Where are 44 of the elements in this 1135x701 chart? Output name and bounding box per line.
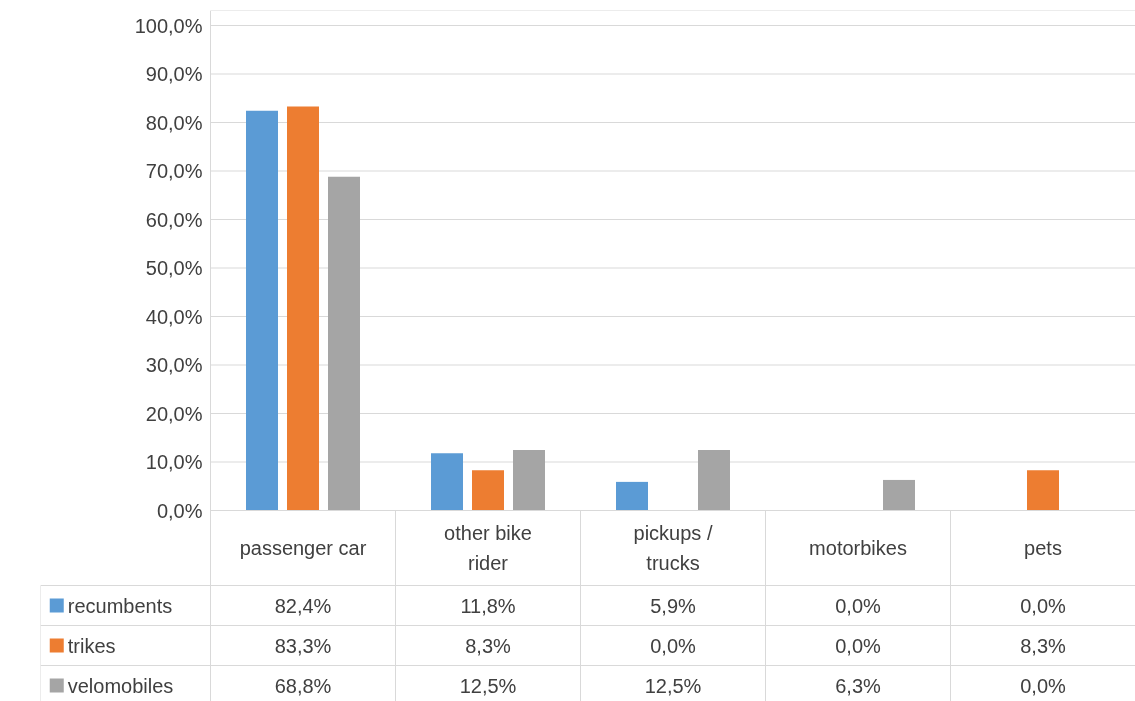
bar xyxy=(1027,470,1059,511)
data-label: 82,4% xyxy=(274,594,332,617)
bar xyxy=(883,479,915,511)
data-label: 0,0% xyxy=(650,634,697,657)
data-label: 6,3% xyxy=(835,674,882,697)
legend-label: trikes xyxy=(67,634,116,657)
bar xyxy=(472,470,504,511)
bar xyxy=(616,481,648,511)
y-tick-label: 100,0% xyxy=(134,14,203,37)
bar xyxy=(513,449,545,511)
data-label: 83,3% xyxy=(274,634,332,657)
y-tick-label: 90,0% xyxy=(145,63,203,85)
data-label: 8,3% xyxy=(1020,634,1067,657)
y-tick-label: 60,0% xyxy=(145,208,203,231)
bar xyxy=(328,176,360,511)
y-tick-label: 0,0% xyxy=(156,499,203,522)
x-tick-label: pets xyxy=(1024,537,1062,559)
x-tick-label: passenger car xyxy=(239,537,367,559)
y-tick-label: 50,0% xyxy=(145,257,203,279)
bar xyxy=(246,110,278,511)
data-label: 8,3% xyxy=(465,634,512,657)
data-label: 0,0% xyxy=(1020,594,1067,617)
y-tick-label: 80,0% xyxy=(145,111,203,134)
y-tick-label: 30,0% xyxy=(145,354,203,376)
x-tick-label: other bike rider xyxy=(444,522,532,574)
legend-label: recumbents xyxy=(67,594,173,617)
bar xyxy=(431,453,463,511)
legend-label: velomobiles xyxy=(67,674,174,697)
data-label: 5,9% xyxy=(650,594,697,617)
data-label: 0,0% xyxy=(1020,674,1067,697)
data-label: 12,5% xyxy=(644,674,702,697)
data-label: 12,5% xyxy=(459,674,517,697)
x-tick-label: pickups / trucks xyxy=(633,522,713,574)
bar xyxy=(287,106,319,511)
data-label: 0,0% xyxy=(835,594,882,617)
y-tick-label: 10,0% xyxy=(145,451,203,473)
data-label: 0,0% xyxy=(835,634,882,657)
bar xyxy=(698,449,730,511)
data-label: 11,8% xyxy=(460,594,516,617)
x-tick-label: motorbikes xyxy=(809,537,907,559)
y-tick-label: 70,0% xyxy=(145,160,203,182)
y-tick-label: 40,0% xyxy=(145,305,203,328)
data-label: 68,8% xyxy=(274,674,332,697)
y-tick-label: 20,0% xyxy=(145,402,203,425)
